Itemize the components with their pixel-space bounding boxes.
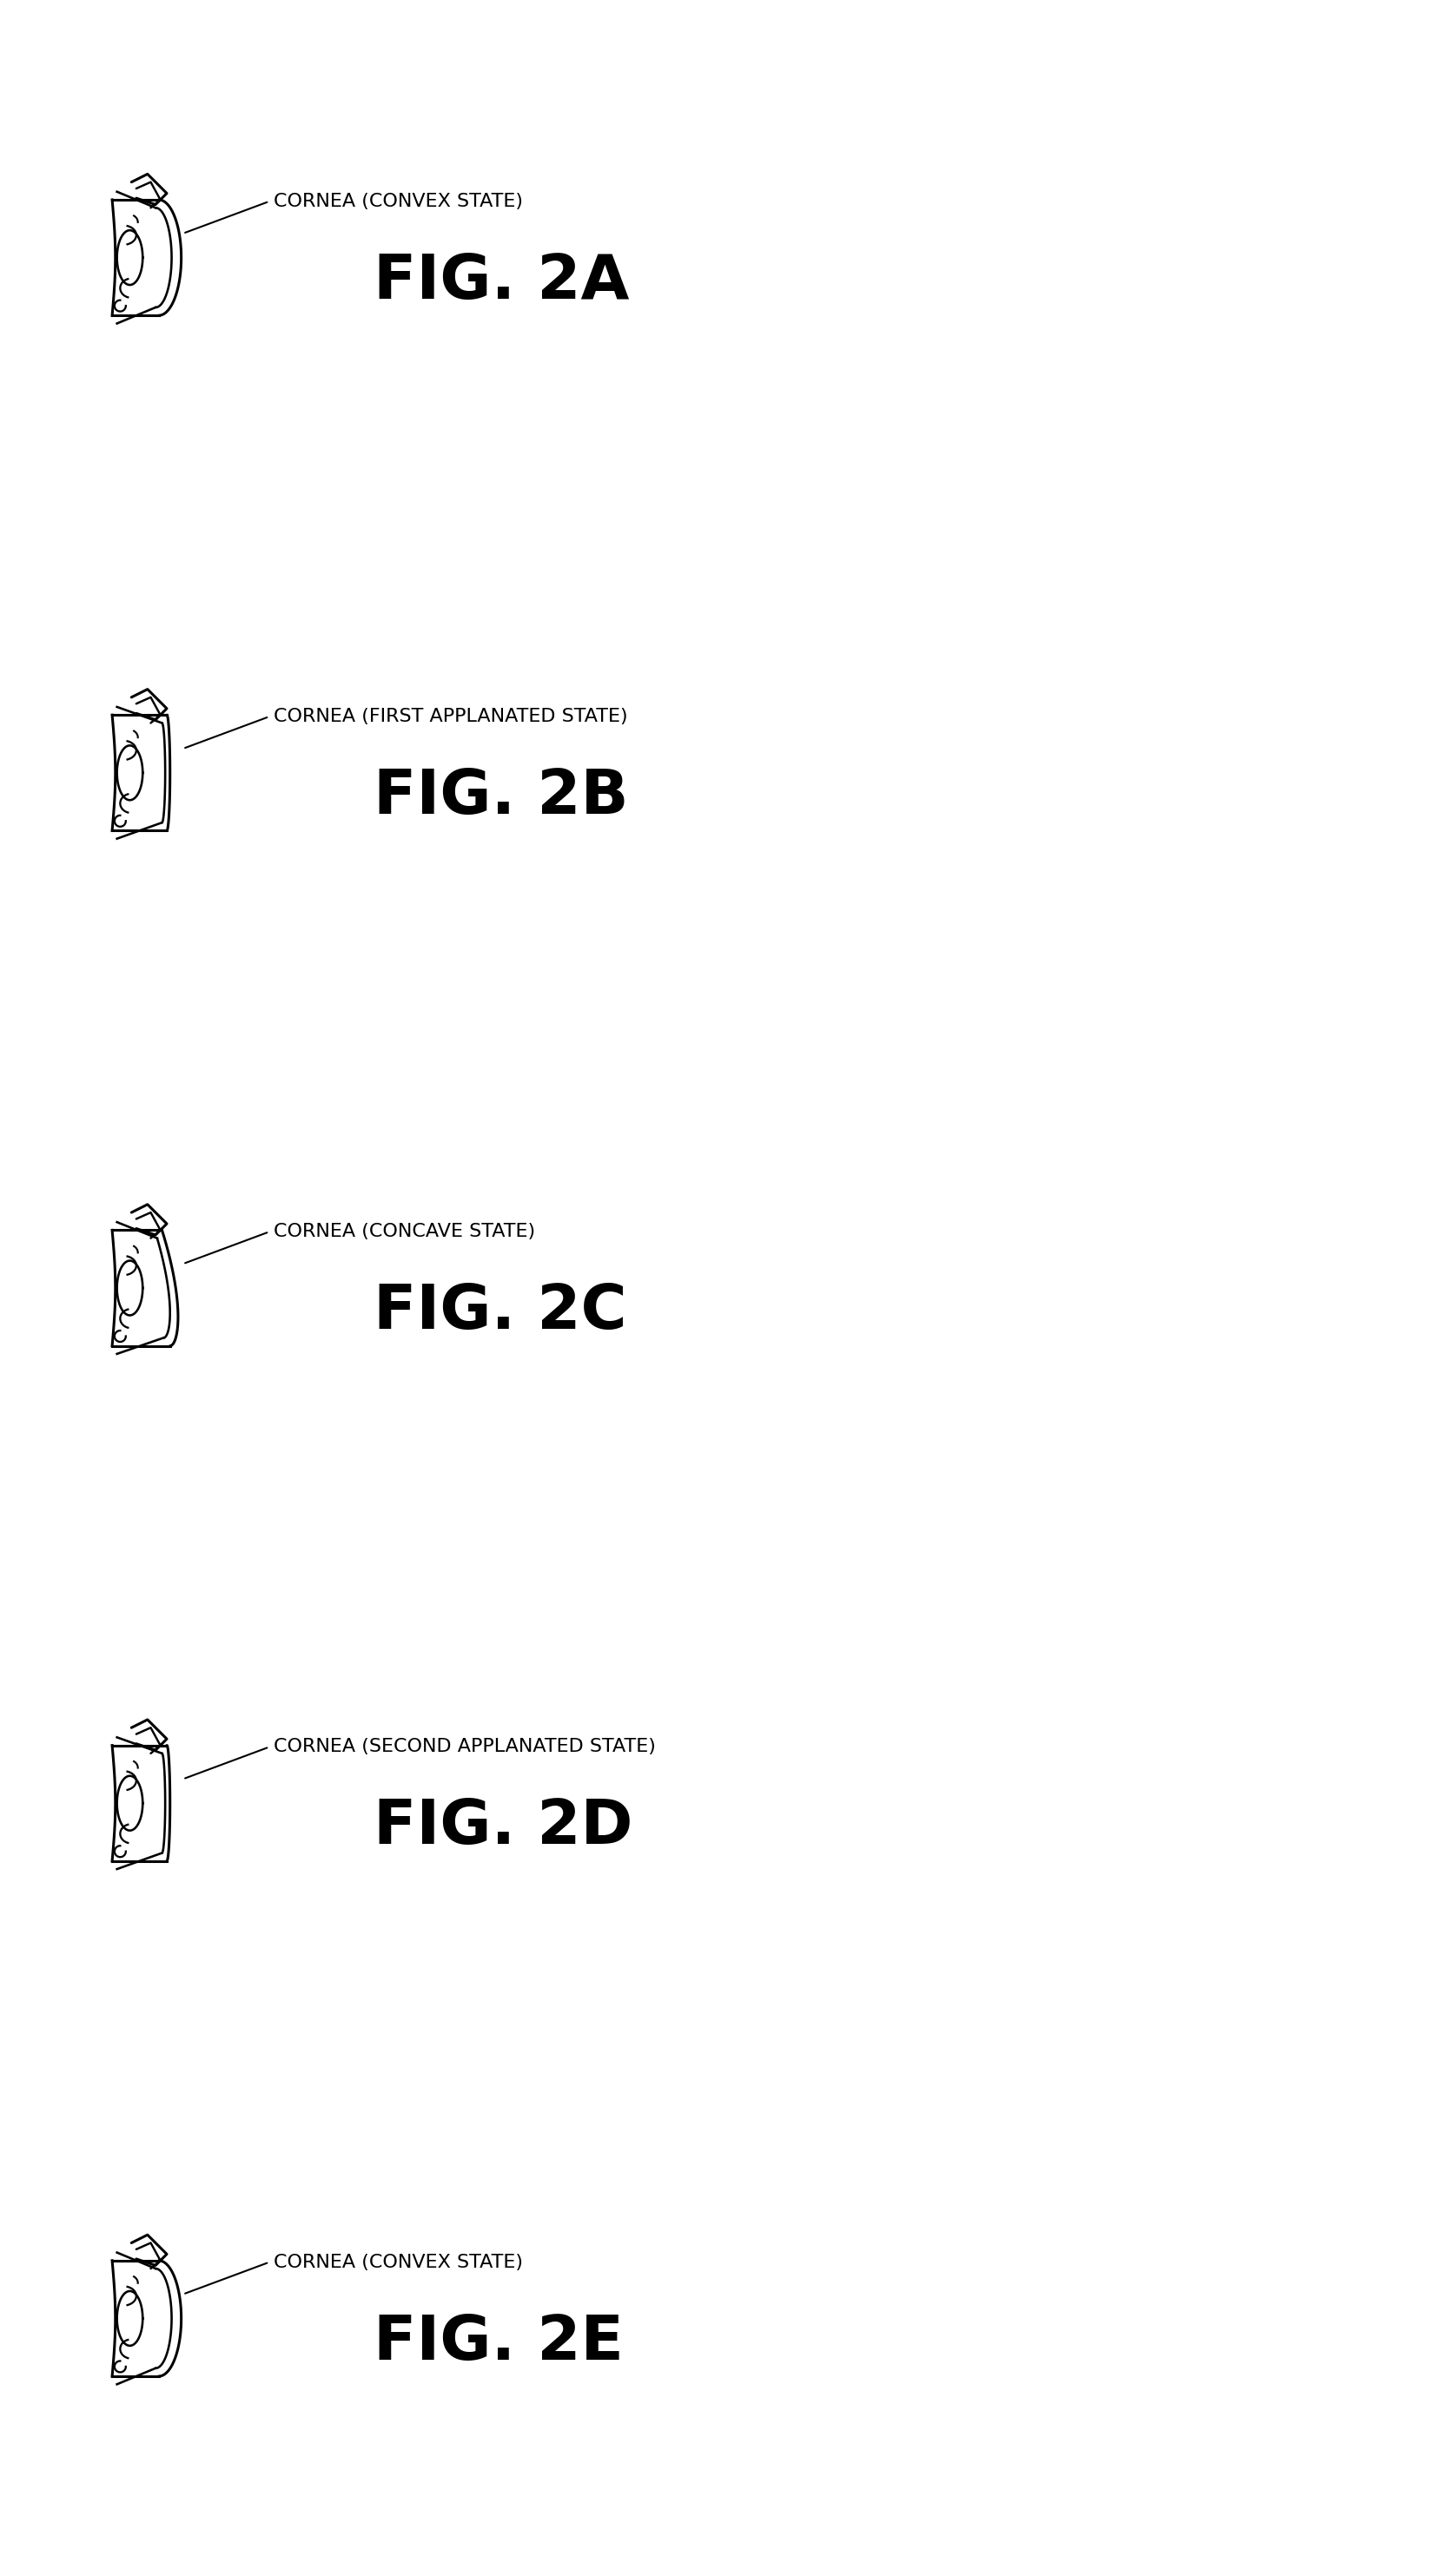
Text: CORNEA (CONVEX STATE): CORNEA (CONVEX STATE) (273, 2254, 523, 2272)
Text: FIG. 2B: FIG. 2B (373, 768, 629, 827)
Text: FIG. 2C: FIG. 2C (373, 1283, 627, 1342)
Text: FIG. 2A: FIG. 2A (373, 252, 629, 312)
Text: FIG. 2E: FIG. 2E (373, 2313, 623, 2372)
Text: CORNEA (CONVEX STATE): CORNEA (CONVEX STATE) (273, 193, 523, 211)
Text: CORNEA (FIRST APPLANATED STATE): CORNEA (FIRST APPLANATED STATE) (273, 708, 627, 726)
Text: CORNEA (CONCAVE STATE): CORNEA (CONCAVE STATE) (273, 1224, 536, 1242)
Text: CORNEA (SECOND APPLANATED STATE): CORNEA (SECOND APPLANATED STATE) (273, 1739, 656, 1757)
Text: FIG. 2D: FIG. 2D (373, 1798, 633, 1857)
